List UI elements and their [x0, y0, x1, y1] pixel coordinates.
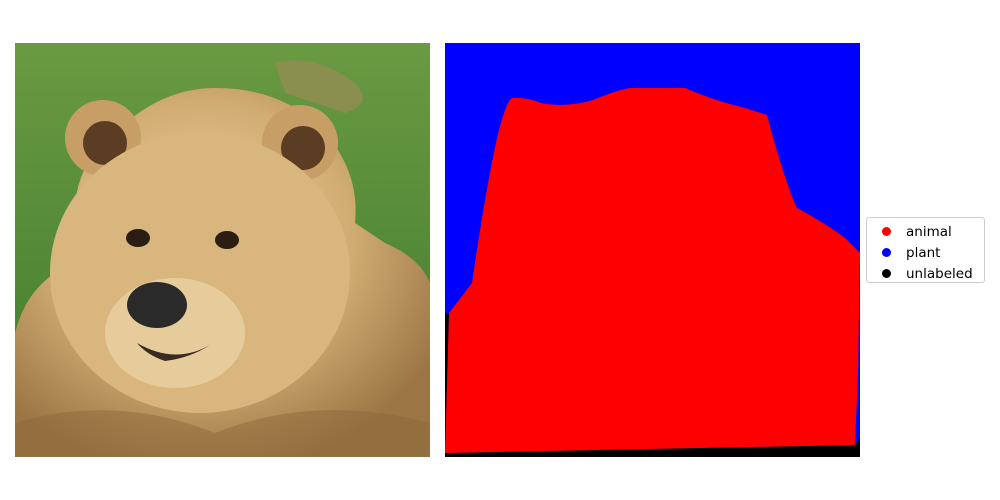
left-eye	[126, 229, 150, 247]
legend-label-plant: plant	[906, 244, 941, 261]
fur-shading	[15, 410, 430, 457]
legend-marker-unlabeled	[882, 269, 891, 278]
segmentation-mask	[445, 43, 860, 457]
photo-panel	[15, 43, 430, 457]
legend-label-animal: animal	[906, 223, 952, 240]
dry-grass-patch	[275, 60, 363, 113]
legend-marker-plant	[882, 248, 891, 257]
right-eye	[215, 231, 239, 249]
segmentation-mask-panel	[445, 43, 860, 457]
bear-nose	[127, 282, 187, 328]
bear-photo	[15, 43, 430, 457]
right-ear-inner	[281, 126, 325, 170]
legend-marker-animal	[882, 227, 891, 236]
animal-region	[445, 88, 860, 453]
legend-label-unlabeled: unlabeled	[906, 265, 973, 282]
legend-item-unlabeled: unlabeled	[867, 263, 984, 284]
legend-item-animal: animal	[867, 221, 984, 242]
legend: animal plant unlabeled	[866, 217, 985, 283]
bear-mouth	[137, 343, 210, 361]
legend-item-plant: plant	[867, 242, 984, 263]
left-ear-inner	[83, 121, 127, 165]
